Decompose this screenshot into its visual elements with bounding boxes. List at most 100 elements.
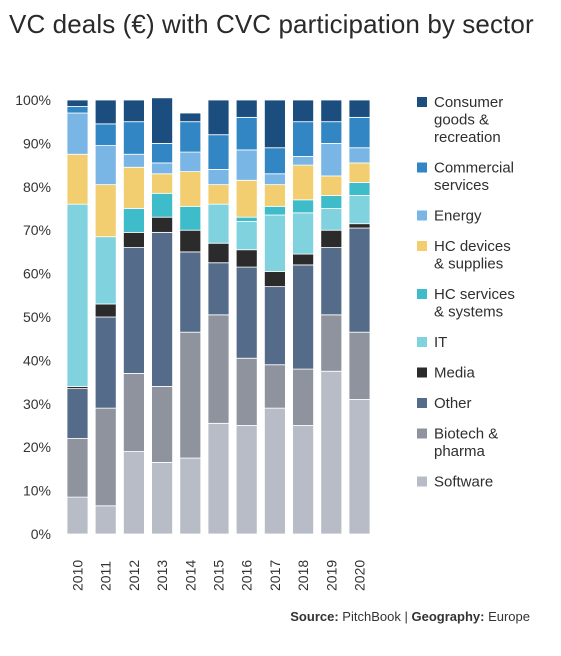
bar-segment	[207, 169, 230, 186]
legend-swatch	[417, 476, 427, 487]
bar-segment	[151, 192, 174, 218]
bar-segment	[123, 451, 145, 535]
bar-segment	[235, 266, 258, 359]
bar-segment	[123, 166, 145, 209]
bar-segment	[123, 231, 145, 248]
legend-label: & supplies	[434, 256, 503, 273]
y-tick-label: 80%	[23, 179, 51, 195]
bar-segment	[207, 184, 230, 205]
bar-segment	[179, 457, 202, 535]
x-tick-label: 2017	[267, 560, 283, 591]
legend-label: goods &	[434, 112, 489, 129]
bar-segment	[207, 262, 230, 316]
bar-column-2011	[94, 99, 117, 535]
bar-segment	[320, 370, 343, 535]
bar-segment	[292, 121, 315, 157]
legend-label: IT	[434, 334, 447, 351]
legend-label: recreation	[434, 129, 501, 146]
bar-segment	[292, 425, 315, 535]
bar-segment	[320, 208, 343, 231]
bar-segment	[263, 173, 286, 186]
bar-segment	[179, 171, 202, 207]
x-tick-label: 2011	[98, 561, 114, 591]
x-tick-label: 2013	[154, 560, 170, 591]
y-tick-label: 40%	[23, 352, 51, 368]
legend-label: pharma	[434, 443, 486, 460]
bar-column-2012	[123, 99, 145, 535]
bar-segment	[94, 99, 117, 125]
bar-segment	[94, 407, 117, 507]
bar-segment	[66, 388, 89, 439]
y-tick-label: 50%	[23, 309, 51, 325]
bar-segment	[263, 407, 286, 535]
bar-segment	[151, 142, 174, 164]
bar-segment	[123, 99, 145, 123]
legend-swatch	[417, 428, 427, 439]
bar-segment	[123, 373, 145, 452]
legend-label: HC devices	[434, 238, 511, 255]
bar-segment	[263, 271, 286, 288]
bar-segment	[263, 205, 286, 216]
legend-item: HC services& systems	[417, 286, 515, 321]
bar-segment	[320, 195, 343, 209]
bar-segment	[179, 112, 202, 123]
bar-segment	[348, 223, 371, 229]
bar-segment	[292, 253, 315, 266]
legend-label: Commercial	[434, 160, 514, 177]
bar-segment	[207, 314, 230, 424]
bar-segment	[66, 438, 89, 498]
x-tick-label: 2014	[182, 560, 198, 591]
bar-segment	[235, 149, 258, 181]
bar-segment	[151, 162, 174, 175]
x-tick-label: 2018	[295, 560, 311, 591]
bar-segment	[320, 314, 343, 372]
plot-area	[66, 97, 371, 535]
bar-segment	[151, 97, 174, 144]
y-tick-label: 20%	[23, 439, 51, 455]
bar-segment	[348, 99, 371, 118]
bar-segment	[263, 147, 286, 175]
legend-item: Software	[417, 474, 493, 491]
bar-segment	[263, 364, 286, 409]
bar-segment	[348, 147, 371, 164]
bar-segment	[207, 134, 230, 170]
bar-segment	[151, 386, 174, 463]
y-tick-label: 100%	[15, 92, 51, 108]
legend-item: Media	[417, 365, 476, 382]
legend-item: IT	[417, 334, 447, 351]
bar-segment	[66, 496, 89, 535]
bar-segment	[179, 121, 202, 153]
bar-segment	[123, 121, 145, 155]
y-axis: 0% 10% 20% 30% 40% 50% 60% 70% 80% 90% 100%	[15, 92, 51, 542]
bar-segment	[94, 316, 117, 409]
bar-segment	[320, 229, 343, 248]
bar-segment	[94, 123, 117, 146]
bar-segment	[179, 229, 202, 253]
legend-swatch	[417, 162, 427, 173]
bar-column-2020	[348, 99, 371, 535]
bar-segment	[292, 199, 315, 214]
bar-column-2015	[207, 99, 230, 535]
legend-swatch	[417, 367, 427, 378]
bar-segment	[123, 247, 145, 374]
bar-segment	[94, 184, 117, 238]
bar-segment	[207, 99, 230, 136]
bar-column-2017	[263, 99, 286, 535]
bar-segment	[151, 173, 174, 194]
bar-segment	[235, 357, 258, 426]
legend-swatch	[417, 289, 427, 299]
bar-column-2016	[235, 99, 258, 535]
x-tick-label: 2016	[239, 560, 255, 591]
source-value: PitchBook	[342, 609, 401, 624]
bar-segment	[123, 208, 145, 233]
bar-segment	[151, 461, 174, 535]
bar-segment	[348, 162, 371, 183]
legend-swatch	[417, 241, 427, 251]
legend-swatch	[417, 210, 427, 221]
legend-label: Energy	[434, 208, 482, 225]
bar-segment	[263, 184, 286, 207]
legend-item: Energy	[417, 208, 482, 225]
bar-segment	[320, 142, 343, 177]
bar-segment	[179, 151, 202, 173]
